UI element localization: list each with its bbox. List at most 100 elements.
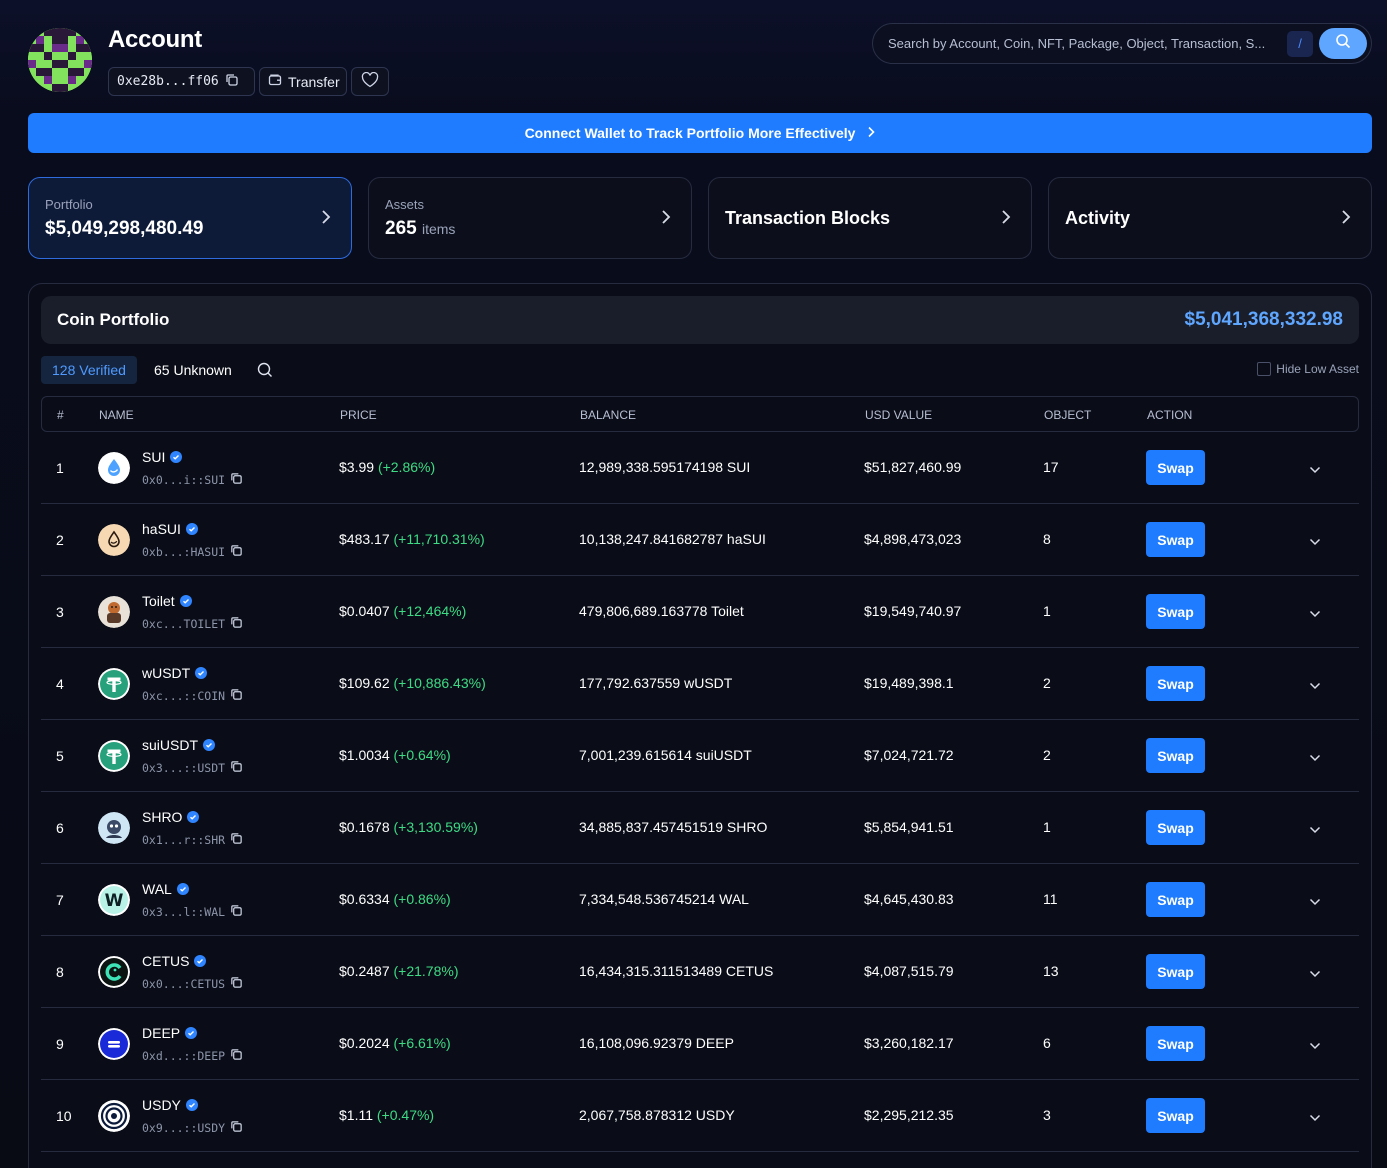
transfer-button[interactable]: Transfer (259, 67, 347, 96)
coin-name[interactable]: DEEP (142, 1025, 181, 1041)
swap-button[interactable]: Swap (1146, 954, 1205, 989)
copy-icon[interactable] (230, 832, 243, 848)
coin-type[interactable]: 0xb...:HASUI (142, 545, 226, 559)
coin-type[interactable]: 0x3...::USDT (142, 761, 226, 775)
swap-button[interactable]: Swap (1146, 522, 1205, 557)
copy-icon[interactable] (225, 73, 239, 91)
coin-name[interactable]: WAL (142, 881, 172, 897)
swap-button[interactable]: Swap (1146, 1026, 1205, 1061)
coin-price-cell: $0.2024 (+6.61%) (339, 1035, 451, 1051)
transaction-blocks-card[interactable]: Transaction Blocks (708, 177, 1032, 259)
coin-price: $1.0034 (339, 747, 390, 763)
coin-price: $0.2024 (339, 1035, 390, 1051)
tab-unknown[interactable]: 65 Unknown (154, 362, 232, 378)
coin-type[interactable]: 0xc...::COIN (142, 689, 226, 703)
copy-icon[interactable] (230, 760, 243, 776)
table-row[interactable]: 2 haSUI 0xb...:HASUI $483.17 (+11,710.31… (41, 504, 1359, 576)
copy-icon[interactable] (230, 904, 243, 920)
coin-type[interactable]: 0x1...r::SHR (142, 833, 226, 847)
copy-icon[interactable] (230, 472, 243, 488)
coin-type[interactable]: 0xc...TOILET (142, 617, 226, 631)
chevron-right-icon (867, 125, 876, 141)
chevron-down-icon[interactable] (1309, 965, 1321, 983)
coin-type[interactable]: 0x9...::USDY (142, 1121, 226, 1135)
coin-price-cell: $3.99 (+2.86%) (339, 459, 435, 475)
row-index: 10 (56, 1108, 72, 1124)
chevron-right-icon (1341, 209, 1351, 230)
coin-portfolio-panel: Coin Portfolio $5,041,368,332.98 128 Ver… (28, 283, 1372, 1168)
address-chip[interactable]: 0xe28b...ff06 (108, 67, 255, 96)
assets-card[interactable]: Assets 265 items (368, 177, 692, 259)
portfolio-card[interactable]: Portfolio $5,049,298,480.49 (28, 177, 352, 259)
table-row[interactable]: 10 USDY 0x9...::USDY $1.11 (+0.47%) 2,06… (41, 1080, 1359, 1152)
chevron-down-icon[interactable] (1309, 893, 1321, 911)
coin-name[interactable]: wUSDT (142, 665, 191, 681)
coin-name[interactable]: USDY (142, 1097, 181, 1113)
copy-icon[interactable] (230, 1120, 243, 1136)
coin-object-count: 1 (1043, 603, 1051, 619)
coin-price-change: (+0.47%) (376, 1107, 435, 1123)
connect-wallet-banner[interactable]: Connect Wallet to Track Portfolio More E… (28, 113, 1372, 153)
chevron-down-icon[interactable] (1309, 605, 1321, 623)
table-row[interactable]: 7 W WAL 0x3...l::WAL $0.6334 (+0.86%) 7,… (41, 864, 1359, 936)
coin-type-cell: 0xb...:HASUI (142, 544, 243, 560)
activity-card[interactable]: Activity (1048, 177, 1372, 259)
table-row[interactable]: 5 suiUSDT 0x3...::USDT $1.0034 (+0.64%) … (41, 720, 1359, 792)
coin-price-cell: $1.11 (+0.47%) (339, 1107, 434, 1123)
coin-usd-value: $2,295,212.35 (864, 1107, 954, 1123)
search-bar[interactable]: Search by Account, Coin, NFT, Package, O… (872, 23, 1372, 64)
copy-icon[interactable] (230, 544, 243, 560)
table-row[interactable]: 9 DEEP 0xd...::DEEP $0.2024 (+6.61%) 16,… (41, 1008, 1359, 1080)
hide-low-asset-toggle[interactable]: Hide Low Asset (1257, 362, 1359, 376)
copy-icon[interactable] (230, 688, 243, 704)
hide-low-asset-checkbox[interactable] (1257, 362, 1272, 376)
coin-name[interactable]: SHRO (142, 809, 183, 825)
table-row[interactable]: 8 CETUS 0x0...:CETUS $0.2487 (+21.78%) 1… (41, 936, 1359, 1008)
coin-name[interactable]: Toilet (142, 593, 175, 609)
swap-button[interactable]: Swap (1146, 738, 1205, 773)
hasui-icon (98, 524, 130, 556)
table-row[interactable]: 6 SHRO 0x1...r::SHR $0.1678 (+3,130.59%)… (41, 792, 1359, 864)
copy-icon[interactable] (230, 616, 243, 632)
coin-name[interactable]: haSUI (142, 521, 181, 537)
table-header: # NAME PRICE BALANCE USD VALUE OBJECT AC… (41, 396, 1359, 432)
swap-button[interactable]: Swap (1146, 450, 1205, 485)
verified-badge-icon (203, 739, 216, 751)
chevron-down-icon[interactable] (1309, 1109, 1321, 1127)
search-button[interactable] (1319, 28, 1367, 59)
swap-button[interactable]: Swap (1146, 666, 1205, 701)
chevron-down-icon[interactable] (1309, 533, 1321, 551)
coin-type[interactable]: 0x0...i::SUI (142, 473, 226, 487)
coin-price: $483.17 (339, 531, 390, 547)
verified-badge-icon (176, 883, 189, 895)
table-row[interactable]: 1 SUI 0x0...i::SUI $3.99 (+2.86%) 12,989… (41, 432, 1359, 504)
swap-button[interactable]: Swap (1146, 810, 1205, 845)
chevron-down-icon[interactable] (1309, 749, 1321, 767)
search-icon[interactable] (257, 362, 273, 383)
coin-name[interactable]: suiUSDT (142, 737, 199, 753)
usdy-icon (98, 1100, 130, 1132)
coin-type[interactable]: 0x3...l::WAL (142, 905, 226, 919)
chevron-down-icon[interactable] (1309, 821, 1321, 839)
swap-button[interactable]: Swap (1146, 882, 1205, 917)
swap-button[interactable]: Swap (1146, 1098, 1205, 1133)
coin-type[interactable]: 0x0...:CETUS (142, 977, 226, 991)
coin-name[interactable]: CETUS (142, 953, 190, 969)
coin-name[interactable]: SUI (142, 449, 166, 465)
coin-object-count: 13 (1043, 963, 1059, 979)
copy-icon[interactable] (230, 976, 243, 992)
chevron-down-icon[interactable] (1309, 1037, 1321, 1055)
chevron-down-icon[interactable] (1309, 677, 1321, 695)
row-index: 4 (56, 676, 64, 692)
chevron-down-icon[interactable] (1309, 461, 1321, 479)
tab-verified[interactable]: 128 Verified (41, 356, 137, 384)
column-price: PRICE (340, 408, 377, 422)
copy-icon[interactable] (230, 1048, 243, 1064)
transaction-blocks-label: Transaction Blocks (725, 208, 891, 228)
swap-button[interactable]: Swap (1146, 594, 1205, 629)
table-row[interactable]: 3 Toilet 0xc...TOILET $0.0407 (+12,464%)… (41, 576, 1359, 648)
table-row[interactable]: 4 wUSDT 0xc...::COIN $109.62 (+10,886.43… (41, 648, 1359, 720)
coin-type[interactable]: 0xd...::DEEP (142, 1049, 226, 1063)
search-input[interactable]: Search by Account, Coin, NFT, Package, O… (888, 36, 1266, 51)
favorite-button[interactable] (351, 67, 389, 96)
